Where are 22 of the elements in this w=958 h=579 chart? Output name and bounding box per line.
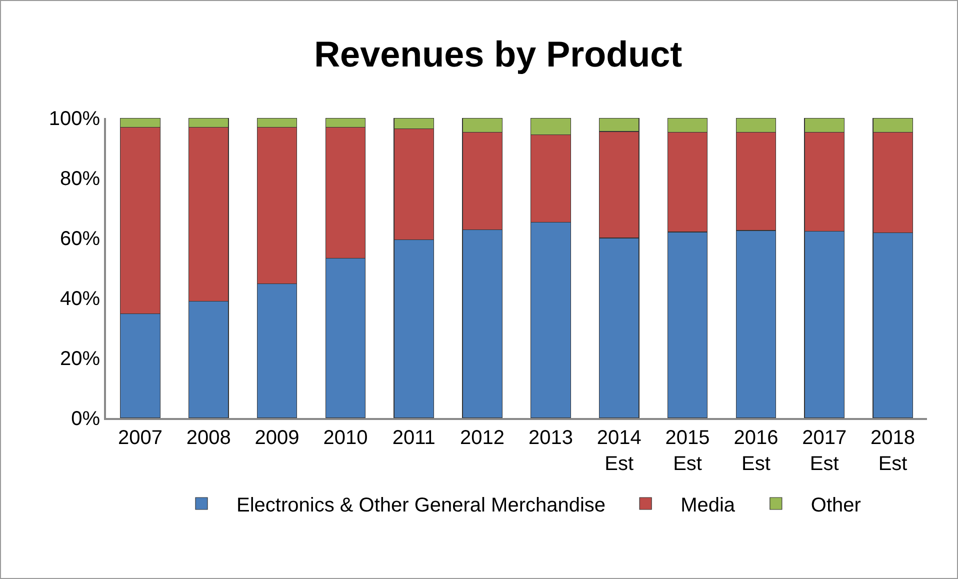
x-tick-label: 2015 Est [665,427,710,475]
x-tick-label: 2007 [118,427,162,449]
y-tick-label: 80% [60,168,100,190]
x-tick-label: 2016 Est [734,427,778,475]
y-tick-label: 0% [71,408,100,430]
x-tick-label: 2012 [460,427,505,449]
x-tick-label: 2014 Est [596,427,642,475]
y-tick-label: 60% [60,228,100,250]
legend-label: Media [680,494,736,516]
x-tick-label: 2018 Est [870,427,916,475]
x-tick-label: 2009 [254,427,300,449]
x-tick-label: 2017 Est [802,427,847,475]
x-tick-label: 2010 [323,427,368,449]
y-tick-label: 40% [60,288,100,310]
x-tick-label: 2008 [186,427,231,449]
chart-title: Revenues by Product [314,34,682,75]
y-tick-label: 100% [48,108,100,130]
y-tick-label: 20% [60,348,100,370]
legend-label: Other [810,494,862,516]
x-tick-label: 2011 [392,427,436,449]
x-tick-label: 2013 [528,427,573,449]
legend-label: Electronics & Other General Merchandise [236,494,606,516]
